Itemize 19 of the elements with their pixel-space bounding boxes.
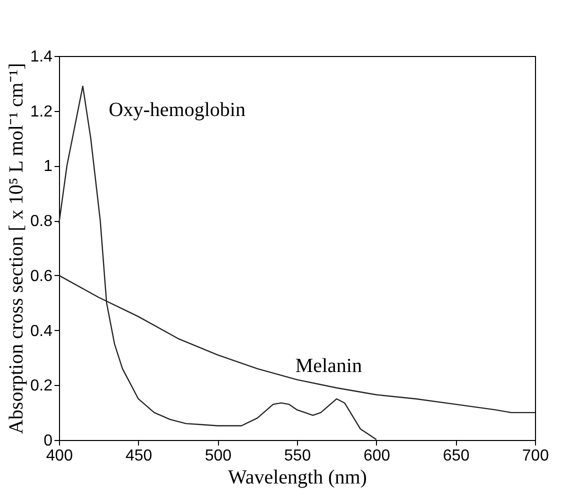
y-tick-label: 1.2: [30, 103, 53, 120]
x-tick-label: 650: [442, 448, 470, 464]
x-tick-label: 600: [363, 448, 390, 464]
series-label: Oxy-hemoglobin: [108, 99, 246, 122]
x-axis-title: Wavelength (nm): [228, 466, 367, 488]
x-tick-label: 700: [522, 448, 549, 464]
x-tick-label: 400: [46, 448, 73, 464]
x-tick-label: 500: [204, 448, 232, 464]
y-tick-label: 0.6: [30, 268, 53, 285]
y-tick-label: 1.4: [30, 48, 53, 66]
x-tick-label: 450: [125, 448, 152, 464]
series-label: Melanin: [295, 354, 362, 377]
y-tick-label: 1: [44, 158, 53, 176]
x-tick-label: 550: [284, 448, 311, 464]
y-tick-label: 0.8: [30, 213, 53, 230]
y-tick-label: 0.4: [30, 322, 53, 340]
y-axis-title: Absorption cross section [ x 10⁵ L mol⁻¹ cm⁻¹]: [5, 62, 28, 434]
y-tick-label: 0.2: [30, 378, 53, 395]
y-tick-label: 0: [44, 432, 53, 450]
